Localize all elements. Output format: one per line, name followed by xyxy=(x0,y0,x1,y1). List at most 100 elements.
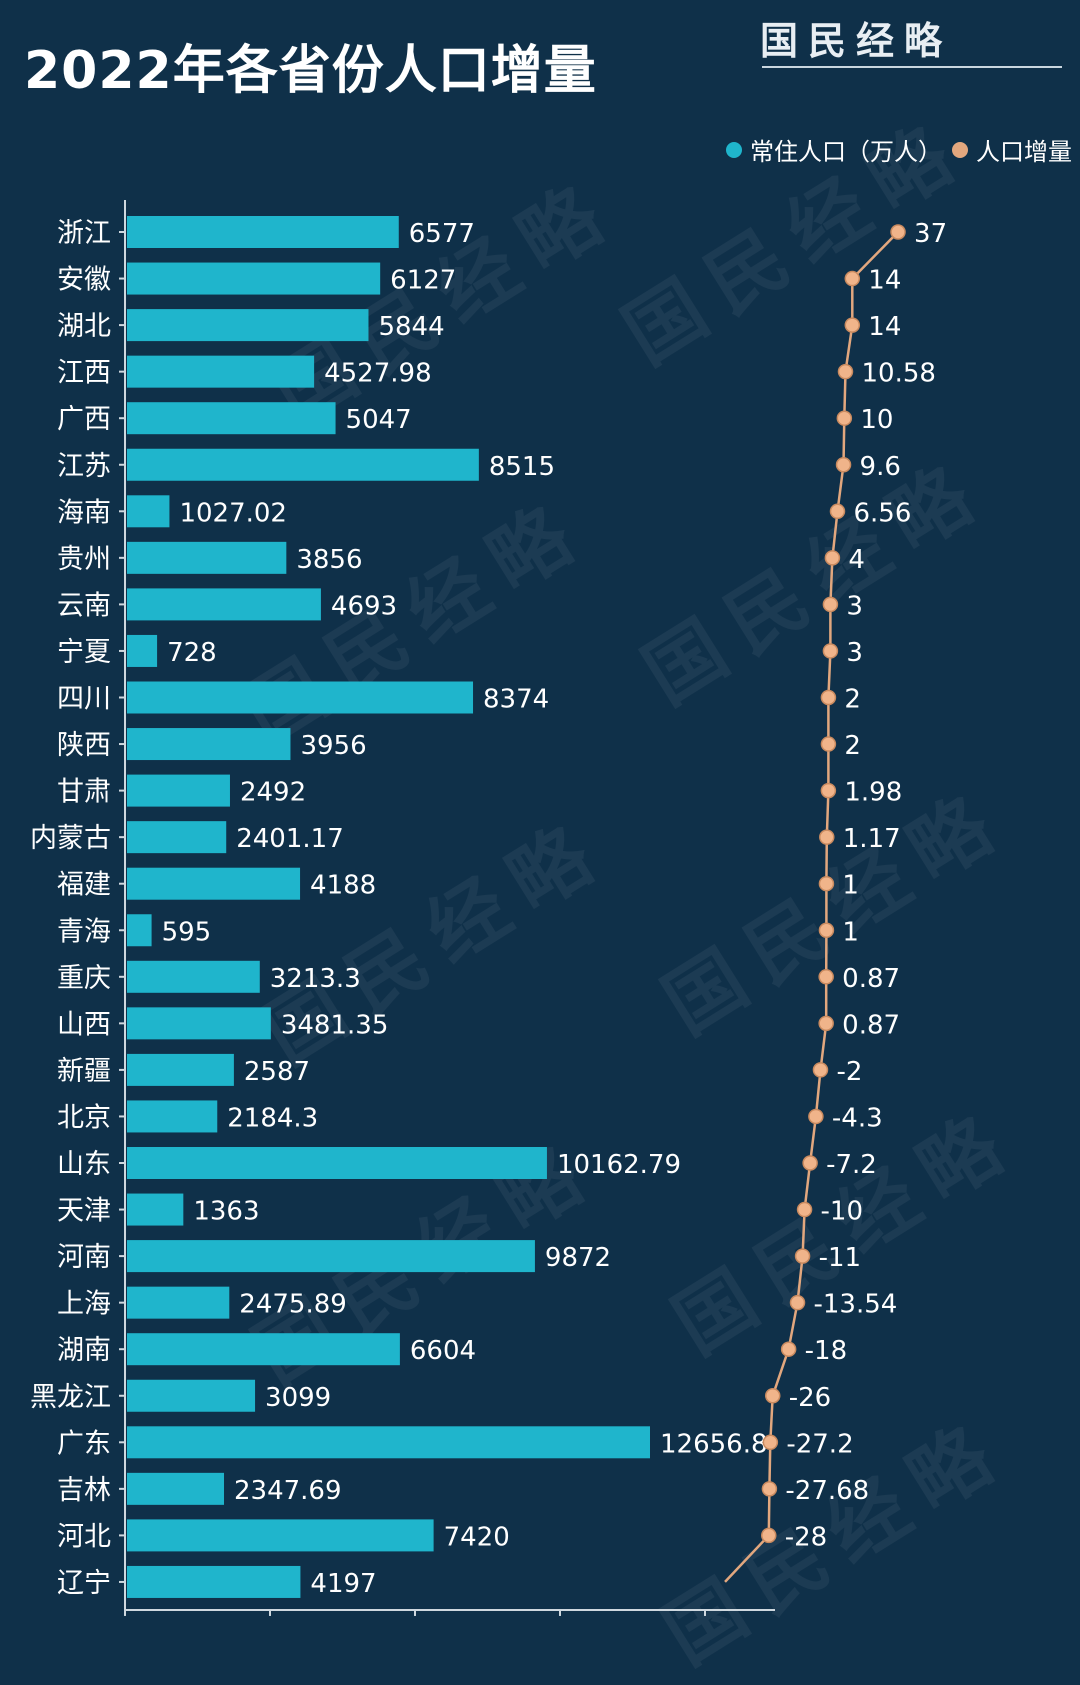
population-value-label: 2587 xyxy=(244,1057,310,1087)
population-value-label: 2492 xyxy=(240,778,306,808)
category-label: 陕西 xyxy=(57,730,111,761)
category-label: 四川 xyxy=(57,684,111,715)
legend-label-increase: 人口增量 xyxy=(976,138,1072,166)
population-value-label: 4197 xyxy=(310,1569,376,1599)
population-value-label: 4188 xyxy=(310,871,376,901)
population-value-label: 12656.8 xyxy=(660,1429,768,1459)
population-value-label: 5047 xyxy=(346,405,412,435)
increase-value-label: 2 xyxy=(844,685,861,715)
increase-point xyxy=(762,1434,779,1451)
population-value-label: 4693 xyxy=(331,591,397,621)
category-label: 安徽 xyxy=(57,265,111,296)
population-bar xyxy=(127,309,369,342)
category-label: 北京 xyxy=(57,1102,111,1133)
increase-point xyxy=(818,969,834,985)
category-label: 广西 xyxy=(57,404,111,435)
population-value-label: 728 xyxy=(167,638,217,668)
category-label: 上海 xyxy=(57,1289,111,1320)
population-value-label: 3481.35 xyxy=(281,1010,389,1040)
increase-value-label: 14 xyxy=(868,266,901,296)
legend-label-population: 常住人口（万人） xyxy=(750,138,942,166)
increase-point xyxy=(836,410,853,426)
increase-point xyxy=(820,689,837,706)
population-value-label: 3213.3 xyxy=(270,964,361,994)
increase-point xyxy=(796,1201,813,1218)
chart-title: 2022年各省份人口增量 xyxy=(24,41,597,101)
increase-value-label: -4.3 xyxy=(832,1103,883,1133)
population-bar xyxy=(127,448,479,481)
population-bar xyxy=(127,1193,184,1226)
population-bar xyxy=(127,960,260,993)
increase-point xyxy=(818,875,835,892)
brand-underline xyxy=(762,66,1062,68)
category-label: 广东 xyxy=(57,1428,111,1459)
increase-point xyxy=(837,363,854,380)
increase-point xyxy=(819,829,835,845)
population-value-label: 6577 xyxy=(409,219,475,249)
increase-value-label: 4 xyxy=(848,545,865,575)
increase-value-label: 1 xyxy=(842,871,859,901)
increase-point xyxy=(789,1294,806,1311)
increase-point xyxy=(890,224,906,240)
increase-point xyxy=(812,1062,829,1078)
increase-point xyxy=(824,550,841,566)
increase-value-label: 37 xyxy=(914,219,947,249)
legend-swatch-population xyxy=(726,141,742,158)
category-label: 甘肃 xyxy=(57,777,111,808)
increase-value-label: -11 xyxy=(819,1243,861,1273)
population-value-label: 3856 xyxy=(296,545,362,575)
population-value-label: 2347.69 xyxy=(234,1476,342,1506)
increase-value-label: 6.56 xyxy=(853,498,911,528)
increase-point xyxy=(818,922,835,938)
population-bar xyxy=(127,541,287,574)
population-bar xyxy=(127,774,230,807)
population-value-label: 595 xyxy=(162,917,212,947)
population-value-label: 2184.3 xyxy=(227,1103,318,1133)
increase-value-label: 2 xyxy=(844,731,861,761)
increase-point xyxy=(820,782,837,799)
increase-value-label: -18 xyxy=(805,1336,847,1366)
population-bar xyxy=(127,495,170,528)
increase-point xyxy=(794,1248,811,1264)
category-label: 天津 xyxy=(57,1196,111,1227)
increase-point xyxy=(844,317,861,333)
population-bar xyxy=(127,867,301,900)
population-value-label: 9872 xyxy=(545,1243,611,1273)
population-bar xyxy=(127,355,315,388)
category-label: 福建 xyxy=(57,870,111,901)
increase-point xyxy=(835,457,852,473)
category-label: 江西 xyxy=(57,358,111,389)
increase-point xyxy=(829,503,846,520)
population-bar xyxy=(127,588,321,621)
legend-swatch-increase xyxy=(952,141,968,158)
increase-value-label: 0.87 xyxy=(842,964,900,994)
increase-point xyxy=(761,1527,777,1544)
population-bar xyxy=(127,1379,256,1412)
category-label: 宁夏 xyxy=(57,637,111,668)
increase-point xyxy=(822,596,839,613)
increase-value-label: -13.54 xyxy=(814,1290,898,1320)
category-label: 河北 xyxy=(57,1521,111,1552)
category-label: 山西 xyxy=(57,1009,111,1040)
category-label: 新疆 xyxy=(57,1056,111,1087)
increase-point xyxy=(818,1015,834,1032)
population-value-label: 6127 xyxy=(390,266,456,296)
increase-point xyxy=(844,270,861,287)
population-bar xyxy=(127,1519,434,1552)
increase-value-label: -2 xyxy=(836,1057,862,1087)
population-value-label: 8374 xyxy=(483,685,549,715)
population-bar xyxy=(127,1100,218,1133)
increase-value-label: 1.17 xyxy=(843,824,901,854)
population-value-label: 2475.89 xyxy=(239,1290,347,1320)
increase-point xyxy=(820,736,837,752)
increase-value-label: -27.2 xyxy=(786,1429,853,1459)
category-label: 重庆 xyxy=(57,963,111,994)
increase-point xyxy=(780,1341,797,1357)
population-bar xyxy=(127,1333,400,1366)
category-label: 黑龙江 xyxy=(30,1382,111,1413)
increase-value-label: 9.6 xyxy=(860,452,901,482)
increase-value-label: -28 xyxy=(785,1522,827,1552)
population-value-label: 4527.98 xyxy=(324,359,432,389)
increase-value-label: 0.87 xyxy=(842,1010,900,1040)
legend-item-increase: 人口增量 xyxy=(952,132,1072,167)
